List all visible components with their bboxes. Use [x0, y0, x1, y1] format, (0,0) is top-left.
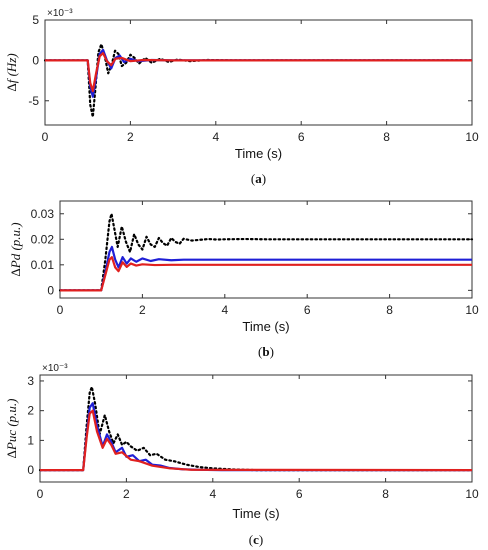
x-tick-label: 2	[127, 130, 134, 144]
series-line-1	[38, 385, 474, 472]
x-tick-label: 6	[298, 130, 305, 144]
x-tick-label: 4	[209, 487, 216, 501]
x-axis-label: Time (s)	[242, 319, 289, 334]
series-line-3	[60, 256, 472, 292]
x-axis-label: Time (s)	[232, 506, 279, 521]
x-tick-label: 0	[37, 487, 44, 501]
x-tick-label: 6	[296, 487, 303, 501]
panel-caption: (a)	[251, 171, 266, 186]
x-tick-label: 8	[382, 487, 389, 501]
x-tick-label: 10	[465, 130, 479, 144]
y-tick-label: 0	[47, 283, 54, 297]
y-axis-label: ΔPd (p.u.)	[8, 222, 23, 276]
x-tick-label: 6	[304, 303, 311, 317]
y-tick-label: 3	[27, 374, 34, 388]
y-axis-label: ΔPuc (p.u.)	[4, 399, 19, 459]
panel-a: 0 2 4 6 8 10 5 0 -5 ×10⁻³ Time (s) Δf (Hz) (a)	[4, 8, 479, 186]
x-tick-label: 0	[42, 130, 49, 144]
x-tick-label: 10	[465, 303, 479, 317]
y-tick-label: 0.01	[31, 258, 55, 272]
x-tick-label: 0	[57, 303, 64, 317]
x-tick-label: 2	[123, 487, 130, 501]
series-line-3	[40, 409, 473, 472]
axes-frame	[39, 374, 473, 483]
y-tick-label: 0	[27, 463, 34, 477]
axes-frame	[59, 200, 473, 299]
x-tick-label: 4	[212, 130, 219, 144]
series-line-2	[60, 245, 472, 292]
y-multiplier: ×10⁻³	[47, 8, 73, 19]
series-line-3	[45, 52, 472, 93]
x-tick-label: 8	[383, 130, 390, 144]
axes-frame	[44, 19, 473, 126]
y-tick-label: 5	[32, 13, 39, 27]
y-tick-label: -5	[28, 94, 39, 108]
x-axis-label: Time (s)	[235, 146, 282, 161]
y-tick-label: 2	[27, 404, 34, 418]
y-tick-label: 0	[32, 53, 39, 67]
y-tick-label: 1	[27, 433, 34, 447]
y-multiplier: ×10⁻³	[42, 363, 68, 374]
panel-caption: (c)	[249, 532, 263, 547]
x-tick-label: 8	[386, 303, 393, 317]
series-line-1	[58, 212, 474, 292]
y-axis-label: Δf (Hz)	[4, 53, 19, 91]
panel-caption: (b)	[258, 344, 274, 359]
x-tick-label: 4	[221, 303, 228, 317]
x-tick-label: 10	[465, 487, 479, 501]
panel-b: 0 2 4 6 8 10 0.03 0.02 0.01 0 Time (s) ΔPd (p.u.) (b…	[8, 200, 479, 359]
y-tick-label: 0.03	[31, 207, 55, 221]
y-tick-label: 0.02	[31, 232, 55, 246]
x-tick-label: 2	[139, 303, 146, 317]
